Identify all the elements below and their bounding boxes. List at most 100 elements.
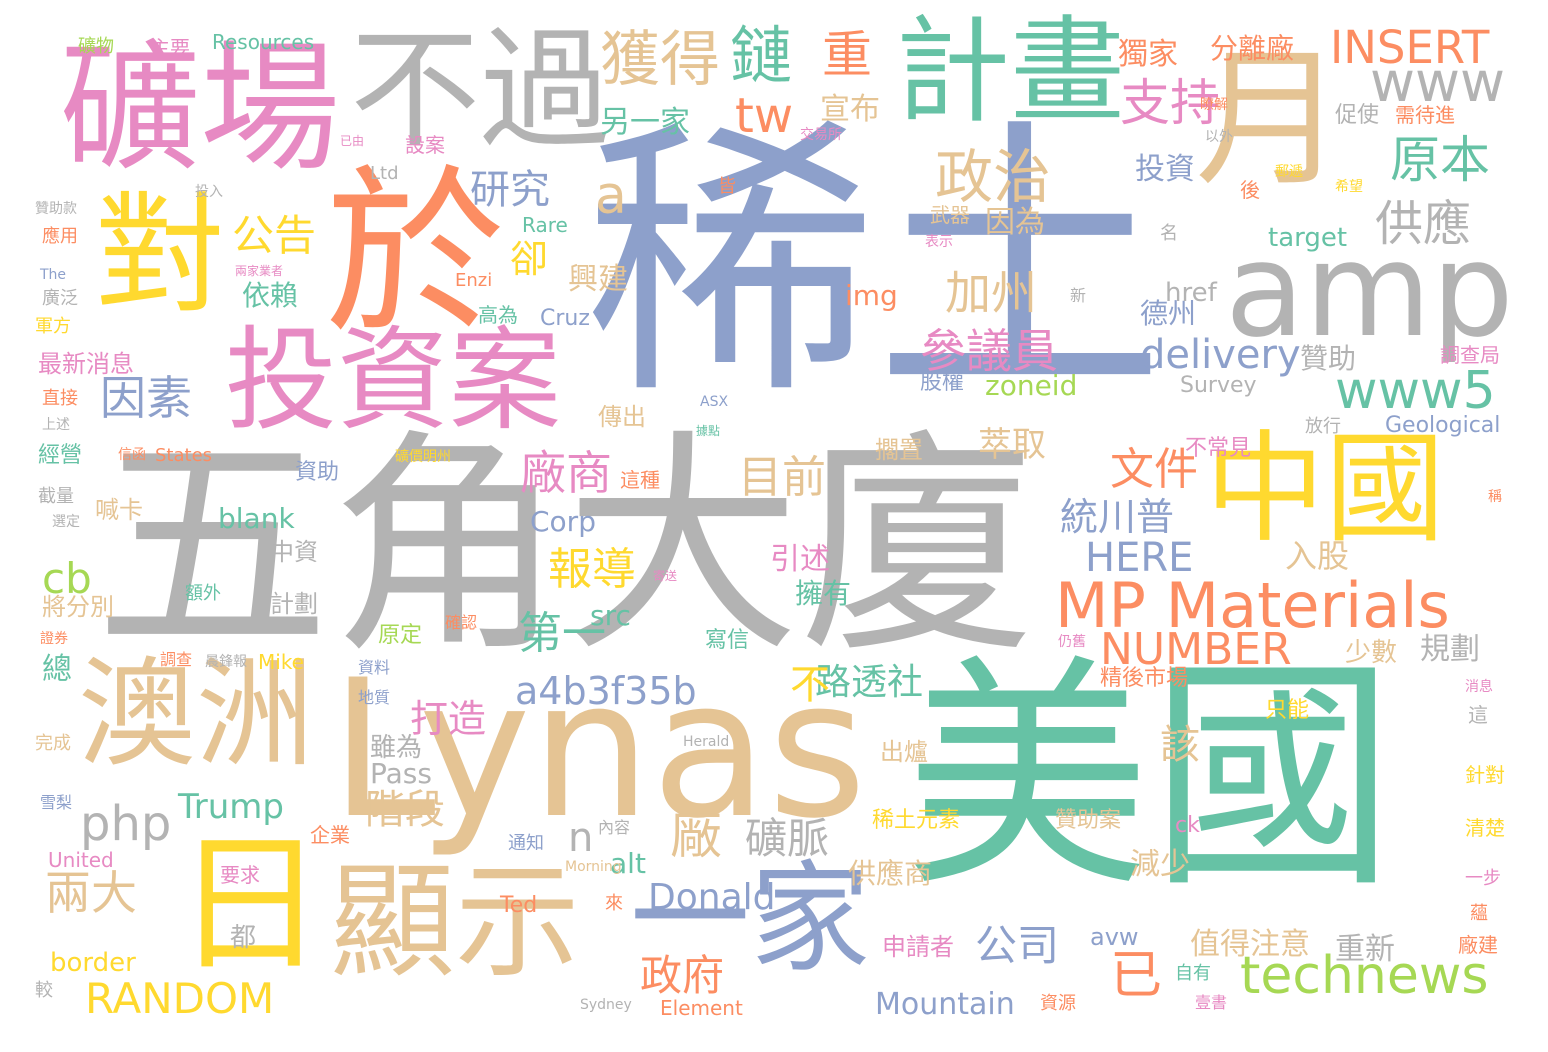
word-cloud-word: The xyxy=(40,267,67,283)
word-cloud-word: 精後市場 xyxy=(1100,666,1189,691)
word-cloud-word: 只能 xyxy=(1265,698,1310,723)
word-cloud-word: 皆 xyxy=(718,176,736,197)
word-cloud-word: 軍方 xyxy=(35,316,71,337)
word-cloud-word: 該 xyxy=(1160,722,1200,768)
word-cloud-word: 出爐 xyxy=(880,738,928,766)
word-cloud-word: 萃取 xyxy=(978,425,1046,465)
word-cloud-word: 放行 xyxy=(1305,416,1341,437)
word-cloud-word: 兩大 xyxy=(45,866,137,920)
word-cloud-word: blank xyxy=(218,502,295,535)
word-cloud-word: Resources xyxy=(212,30,315,54)
word-cloud-word: php xyxy=(80,796,172,852)
word-cloud-word: 通知 xyxy=(508,833,544,854)
word-cloud-word: 寫信 xyxy=(705,628,750,653)
word-cloud-word: alt xyxy=(610,847,646,880)
word-cloud-word: 總 xyxy=(42,652,72,687)
word-cloud-word: 路透社 xyxy=(815,662,924,703)
word-cloud-word: 目前 xyxy=(738,452,826,503)
word-cloud-word: 不常見 xyxy=(1185,436,1252,461)
word-cloud-word: Mike xyxy=(258,650,304,674)
word-cloud-word: a4b3f35b xyxy=(515,669,697,713)
word-cloud-word: 值得注意 xyxy=(1190,927,1310,962)
word-cloud-word: 打造 xyxy=(410,697,487,741)
word-cloud-word: 不過 xyxy=(350,14,611,166)
word-cloud-word: RANDOM xyxy=(85,974,275,1023)
word-cloud-word: ck xyxy=(1175,813,1200,838)
word-cloud-word: 表示 xyxy=(925,234,953,250)
word-cloud-word: 計劃 xyxy=(270,590,318,618)
word-cloud-word: Corp xyxy=(530,505,596,538)
word-cloud-word: 依賴 xyxy=(242,279,299,312)
word-cloud-word: 寄送 xyxy=(653,569,678,583)
word-cloud-word: 要求 xyxy=(220,863,260,887)
word-cloud-word: 政府 xyxy=(640,951,725,1000)
word-cloud-word: 宣布 xyxy=(820,92,880,127)
word-cloud-word: 月 xyxy=(1195,33,1346,207)
word-cloud-word: 完成 xyxy=(35,733,71,754)
word-cloud-word: Lynas xyxy=(330,639,867,860)
word-cloud-word: zoneid xyxy=(985,369,1078,402)
word-cloud-word: Herald xyxy=(683,734,730,750)
word-cloud-word: 廠 xyxy=(670,806,723,866)
word-cloud-word: ASX xyxy=(700,394,729,410)
word-cloud-word: 資料 xyxy=(358,658,391,677)
word-cloud-word: 地質 xyxy=(358,688,391,707)
word-cloud-word: 澳洲 xyxy=(78,645,315,783)
word-cloud-word: 研究 xyxy=(470,167,550,213)
word-cloud-word: Ted xyxy=(500,893,538,918)
word-cloud-word: 贊助款 xyxy=(35,201,77,217)
word-cloud-word: 主要 xyxy=(150,36,190,60)
word-cloud-word: 日 xyxy=(175,818,326,992)
word-cloud-word: avw xyxy=(1090,923,1139,951)
word-cloud-word: 資源 xyxy=(1040,993,1076,1014)
word-cloud-word: INSERT xyxy=(1330,21,1490,74)
word-cloud-word: src xyxy=(590,599,631,632)
word-cloud-word: 投資案 xyxy=(225,316,561,446)
word-cloud-word: 後 xyxy=(1240,178,1260,202)
word-cloud-word: 供應 xyxy=(1375,196,1472,252)
word-cloud-word: cb xyxy=(42,554,92,603)
word-cloud-word: 礦物 xyxy=(78,36,114,57)
word-cloud-word: 政治 xyxy=(935,143,1052,211)
word-cloud-word: 礦場 xyxy=(60,28,341,191)
word-cloud-word: 應用 xyxy=(42,226,78,247)
word-cloud-word: 稀土 xyxy=(585,96,1165,433)
word-cloud-word: 傳出 xyxy=(598,403,646,431)
word-cloud-word: Element xyxy=(660,996,743,1020)
word-cloud-word: 因為 xyxy=(985,205,1045,240)
word-cloud-word: 獲得 xyxy=(600,25,720,95)
word-cloud-word: 高為 xyxy=(478,303,518,327)
word-cloud-word: 公司 xyxy=(975,921,1060,970)
word-cloud-word: 興建 xyxy=(568,262,628,297)
word-cloud-word: 股權 xyxy=(920,370,965,395)
word-cloud-word: 直接 xyxy=(42,388,78,409)
word-cloud-word: 需待進 xyxy=(1395,103,1455,127)
word-cloud-word: Trump xyxy=(178,787,285,827)
word-cloud-word: 報導 xyxy=(548,544,636,595)
word-cloud-word: 截量 xyxy=(38,486,74,507)
word-cloud-word: 武器 xyxy=(930,203,970,227)
word-cloud-word: 稀土元素 xyxy=(872,808,961,833)
word-cloud-word: 廠商 xyxy=(520,446,612,500)
word-cloud-word: 信函 xyxy=(118,447,146,463)
word-cloud-word: 中資 xyxy=(270,538,318,566)
word-cloud-word: 贊助 xyxy=(1300,342,1357,375)
word-cloud-word: 雖為 xyxy=(370,733,423,763)
word-cloud-word: Pass xyxy=(370,757,432,790)
word-cloud-word: 卻 xyxy=(510,237,549,281)
word-cloud-word: 於 xyxy=(325,150,506,359)
word-cloud-word: 申請者 xyxy=(882,933,954,961)
word-cloud-word: Donald xyxy=(648,877,776,918)
word-cloud-word: 都 xyxy=(230,923,257,953)
word-cloud-word: 一步 xyxy=(1465,868,1501,889)
word-cloud-word: 郵遞 xyxy=(1275,164,1303,180)
word-cloud-word: target xyxy=(1268,223,1348,253)
word-cloud-word: Rare xyxy=(522,213,568,237)
word-cloud-word: 自有 xyxy=(1175,963,1211,984)
word-cloud-word: img xyxy=(845,279,898,312)
word-cloud-word: 這 xyxy=(1468,703,1488,727)
word-cloud-word: 德州 xyxy=(1140,297,1197,330)
word-cloud-word: 引述 xyxy=(770,542,830,577)
word-cloud-word: 一家 xyxy=(630,850,870,989)
word-cloud-word: 另一家 xyxy=(600,105,690,140)
